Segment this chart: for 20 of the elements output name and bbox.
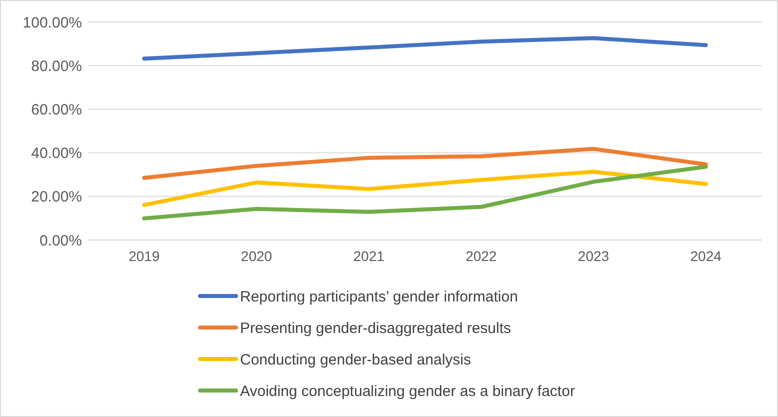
- x-tick-label: 2021: [353, 248, 385, 264]
- x-tick-label: 2022: [466, 248, 497, 264]
- y-tick-label: 40.00%: [31, 145, 82, 162]
- y-tick-label: 60.00%: [31, 101, 82, 118]
- legend-label: Conducting gender-based analysis: [240, 351, 471, 368]
- legend-label: Presenting gender-disaggregated results: [240, 320, 512, 337]
- x-tick-label: 2020: [240, 248, 272, 264]
- line-series: [142, 164, 708, 220]
- y-tick-label: 100.00%: [22, 14, 82, 32]
- y-tick-label: 20.00%: [31, 188, 82, 206]
- line-series: [142, 170, 708, 207]
- x-tick-label: 2023: [578, 248, 610, 264]
- line-series: [142, 36, 708, 61]
- x-tick-label: 2019: [128, 248, 160, 264]
- legend-label: Reporting participants’ gender information: [240, 288, 518, 306]
- y-tick-label: 80.00%: [31, 58, 82, 75]
- y-tick-label: 0.00%: [39, 232, 82, 250]
- line-series: [142, 146, 708, 180]
- legend-label: Avoiding conceptualizing gender as a binary factor: [240, 382, 575, 400]
- x-tick-label: 2024: [690, 248, 722, 264]
